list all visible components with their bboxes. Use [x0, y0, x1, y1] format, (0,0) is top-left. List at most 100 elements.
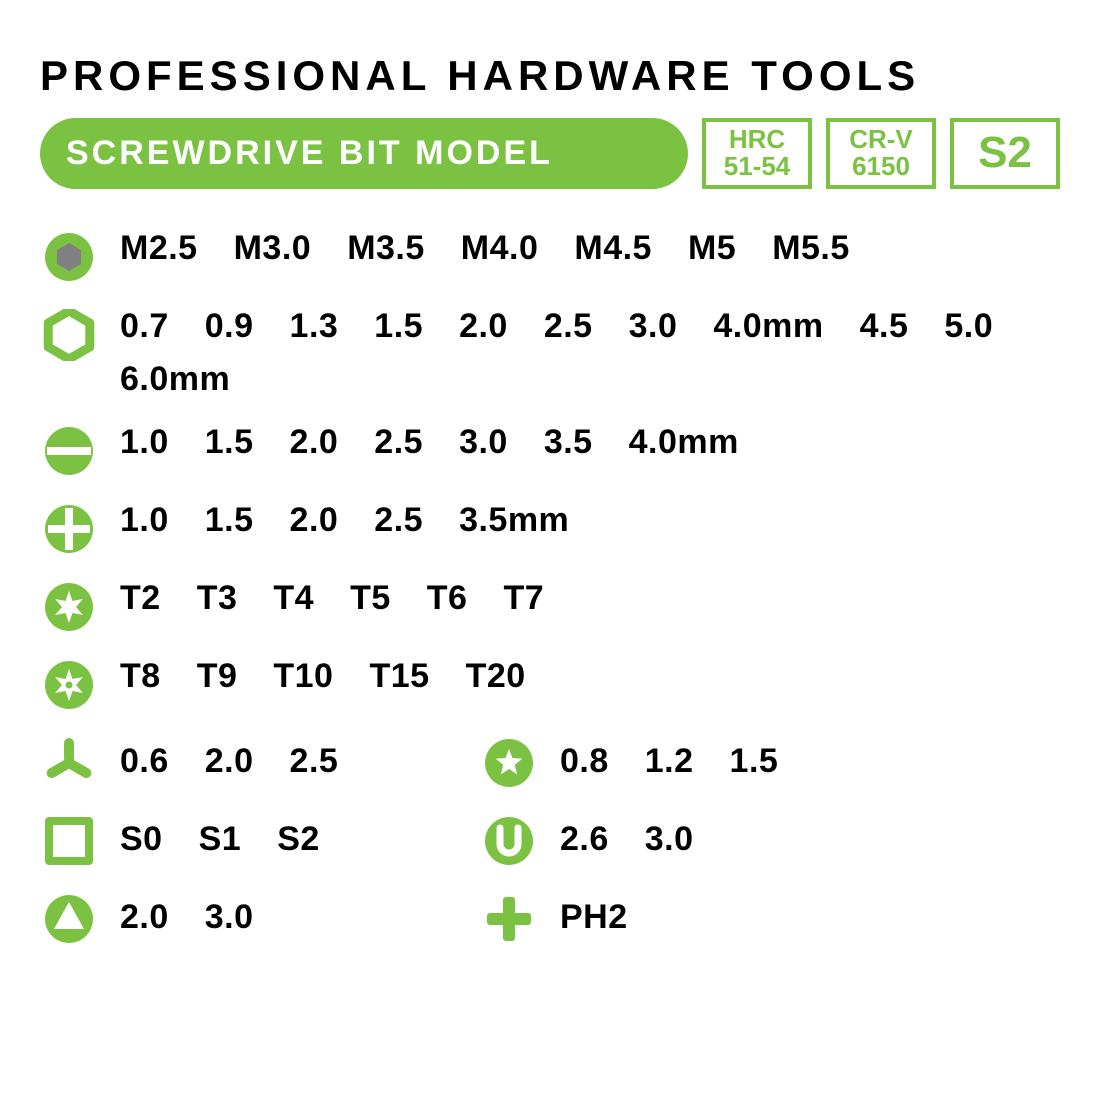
spec-row: M2.5 M3.0 M3.5 M4.0 M4.5 M5 M5.5: [40, 217, 1060, 295]
value-item: 1.0: [120, 501, 169, 540]
pentalobe-icon: [480, 735, 538, 789]
square-icon: [40, 813, 98, 867]
spec-row: T8 T9 T10 T15 T20: [40, 645, 1060, 723]
value-item: 2.5: [544, 307, 593, 346]
values-list: 2.0 3.0: [120, 898, 254, 937]
spec-row: T2T3T4T5T6T7: [40, 567, 1060, 645]
value-item: 2.6: [560, 820, 609, 859]
value-item: 4.5: [860, 307, 909, 346]
phillips-icon: [40, 501, 98, 555]
badge-crv: CR-V 6150: [826, 118, 936, 189]
value-item: 5.0: [944, 307, 993, 346]
spec-split-row: 0.62.02.50.81.21.5: [40, 723, 1060, 801]
values-list: M2.5 M3.0 M3.5 M4.0 M4.5 M5 M5.5: [120, 229, 850, 268]
values-list: 0.81.21.5: [560, 742, 778, 781]
value-item: 2.5: [374, 501, 423, 540]
value-item: 3.0: [645, 820, 694, 859]
hex-outline-icon: [40, 307, 98, 361]
value-item: T7: [503, 579, 544, 618]
split-left: 2.0 3.0: [40, 891, 480, 945]
value-item: M5: [688, 229, 736, 268]
value-item: 3.0: [205, 898, 254, 937]
slot-icon: [40, 423, 98, 477]
value-item: 1.5: [205, 423, 254, 462]
value-item: 3.0: [629, 307, 678, 346]
spec-split-row: S0 S1 S2 2.6 3.0: [40, 801, 1060, 879]
value-item: 1.3: [290, 307, 339, 346]
spec-row: 1.01.52.02.53.5mm: [40, 489, 1060, 567]
value-item: 3.5mm: [459, 501, 569, 540]
spec-rows: M2.5M3.0M3.5M4.0M4.5M5M5.50.70.91.31.52.…: [40, 217, 1060, 957]
value-item: S1: [199, 820, 242, 859]
values-list: T2T3T4T5T6T7: [120, 579, 544, 618]
value-item: PH2: [560, 898, 628, 937]
value-item: T8: [120, 657, 161, 696]
header-row: SCREWDRIVE BIT MODEL HRC 51-54 CR-V 6150…: [40, 118, 1060, 189]
value-item: 4.0mm: [629, 423, 739, 462]
value-item: 2.5: [374, 423, 423, 462]
value-item: T3: [197, 579, 238, 618]
value-item: 2.0: [205, 742, 254, 781]
value-item: M3.5: [347, 229, 425, 268]
torx-security-icon: [40, 657, 98, 711]
hex-solid-icon: [40, 229, 98, 283]
value-item: 1.2: [645, 742, 694, 781]
value-item: 2.5: [290, 742, 339, 781]
values-list: 2.6 3.0: [560, 820, 694, 859]
split-left: S0 S1 S2: [40, 813, 480, 867]
values-list: 1.0 1.5 2.0 2.5 3.0 3.5 4.0mm: [120, 423, 739, 462]
subtitle-pill: SCREWDRIVE BIT MODEL: [40, 118, 688, 189]
spec-row: 1.0 1.5 2.0 2.5 3.0 3.5 4.0mm: [40, 411, 1060, 489]
value-item: S0: [120, 820, 163, 859]
value-item: T20: [466, 657, 526, 696]
value-item: 2.0: [120, 898, 169, 937]
value-item: T10: [273, 657, 333, 696]
value-item: M2.5: [120, 229, 198, 268]
value-item: M3.0: [234, 229, 312, 268]
triangle-icon: [40, 891, 98, 945]
values-list: 1.01.52.02.53.5mm: [120, 501, 569, 540]
spec-row: 0.70.91.31.52.02.53.04.0mm4.55.06.0mm: [40, 295, 1060, 411]
values-list: S0 S1 S2: [120, 820, 320, 859]
badge-line: S2: [978, 130, 1032, 176]
value-item: 3.5: [544, 423, 593, 462]
value-item: 3.0: [459, 423, 508, 462]
u-shape-icon: [480, 813, 538, 867]
value-item: T15: [369, 657, 429, 696]
split-right: PH2: [480, 891, 1060, 945]
value-item: M5.5: [772, 229, 850, 268]
value-item: 2.0: [290, 423, 339, 462]
value-item: S2: [277, 820, 320, 859]
page-title: PROFESSIONAL HARDWARE TOOLS: [40, 52, 1060, 100]
spec-split-row: 2.0 3.0 PH2: [40, 879, 1060, 957]
value-item: 0.6: [120, 742, 169, 781]
badge-line: HRC: [729, 126, 785, 153]
value-item: 0.8: [560, 742, 609, 781]
value-item: M4.5: [574, 229, 652, 268]
badge-line: CR-V: [849, 126, 913, 153]
value-item: T5: [350, 579, 391, 618]
values-list: PH2: [560, 898, 628, 937]
values-list: 0.70.91.31.52.02.53.04.0mm4.55.06.0mm: [120, 307, 1060, 399]
value-item: T9: [197, 657, 238, 696]
badge-hrc: HRC 51-54: [702, 118, 812, 189]
values-list: T8 T9 T10 T15 T20: [120, 657, 526, 696]
value-item: 1.0: [120, 423, 169, 462]
torx-icon: [40, 579, 98, 633]
value-item: M4.0: [461, 229, 539, 268]
split-right: 0.81.21.5: [480, 735, 1060, 789]
value-item: T6: [427, 579, 468, 618]
value-item: 0.7: [120, 307, 169, 346]
tri-wing-icon: [40, 735, 98, 789]
cross-outline-icon: [480, 891, 538, 945]
values-list: 0.6 2.0 2.5: [120, 742, 338, 781]
value-item: 4.0mm: [713, 307, 823, 346]
value-item: 6.0mm: [120, 360, 230, 399]
badge-s2: S2: [950, 118, 1060, 189]
split-right: 2.6 3.0: [480, 813, 1060, 867]
value-item: T4: [273, 579, 314, 618]
value-item: 2.0: [459, 307, 508, 346]
badge-line: 51-54: [724, 153, 791, 180]
badge-line: 6150: [852, 153, 910, 180]
value-item: 1.5: [205, 501, 254, 540]
